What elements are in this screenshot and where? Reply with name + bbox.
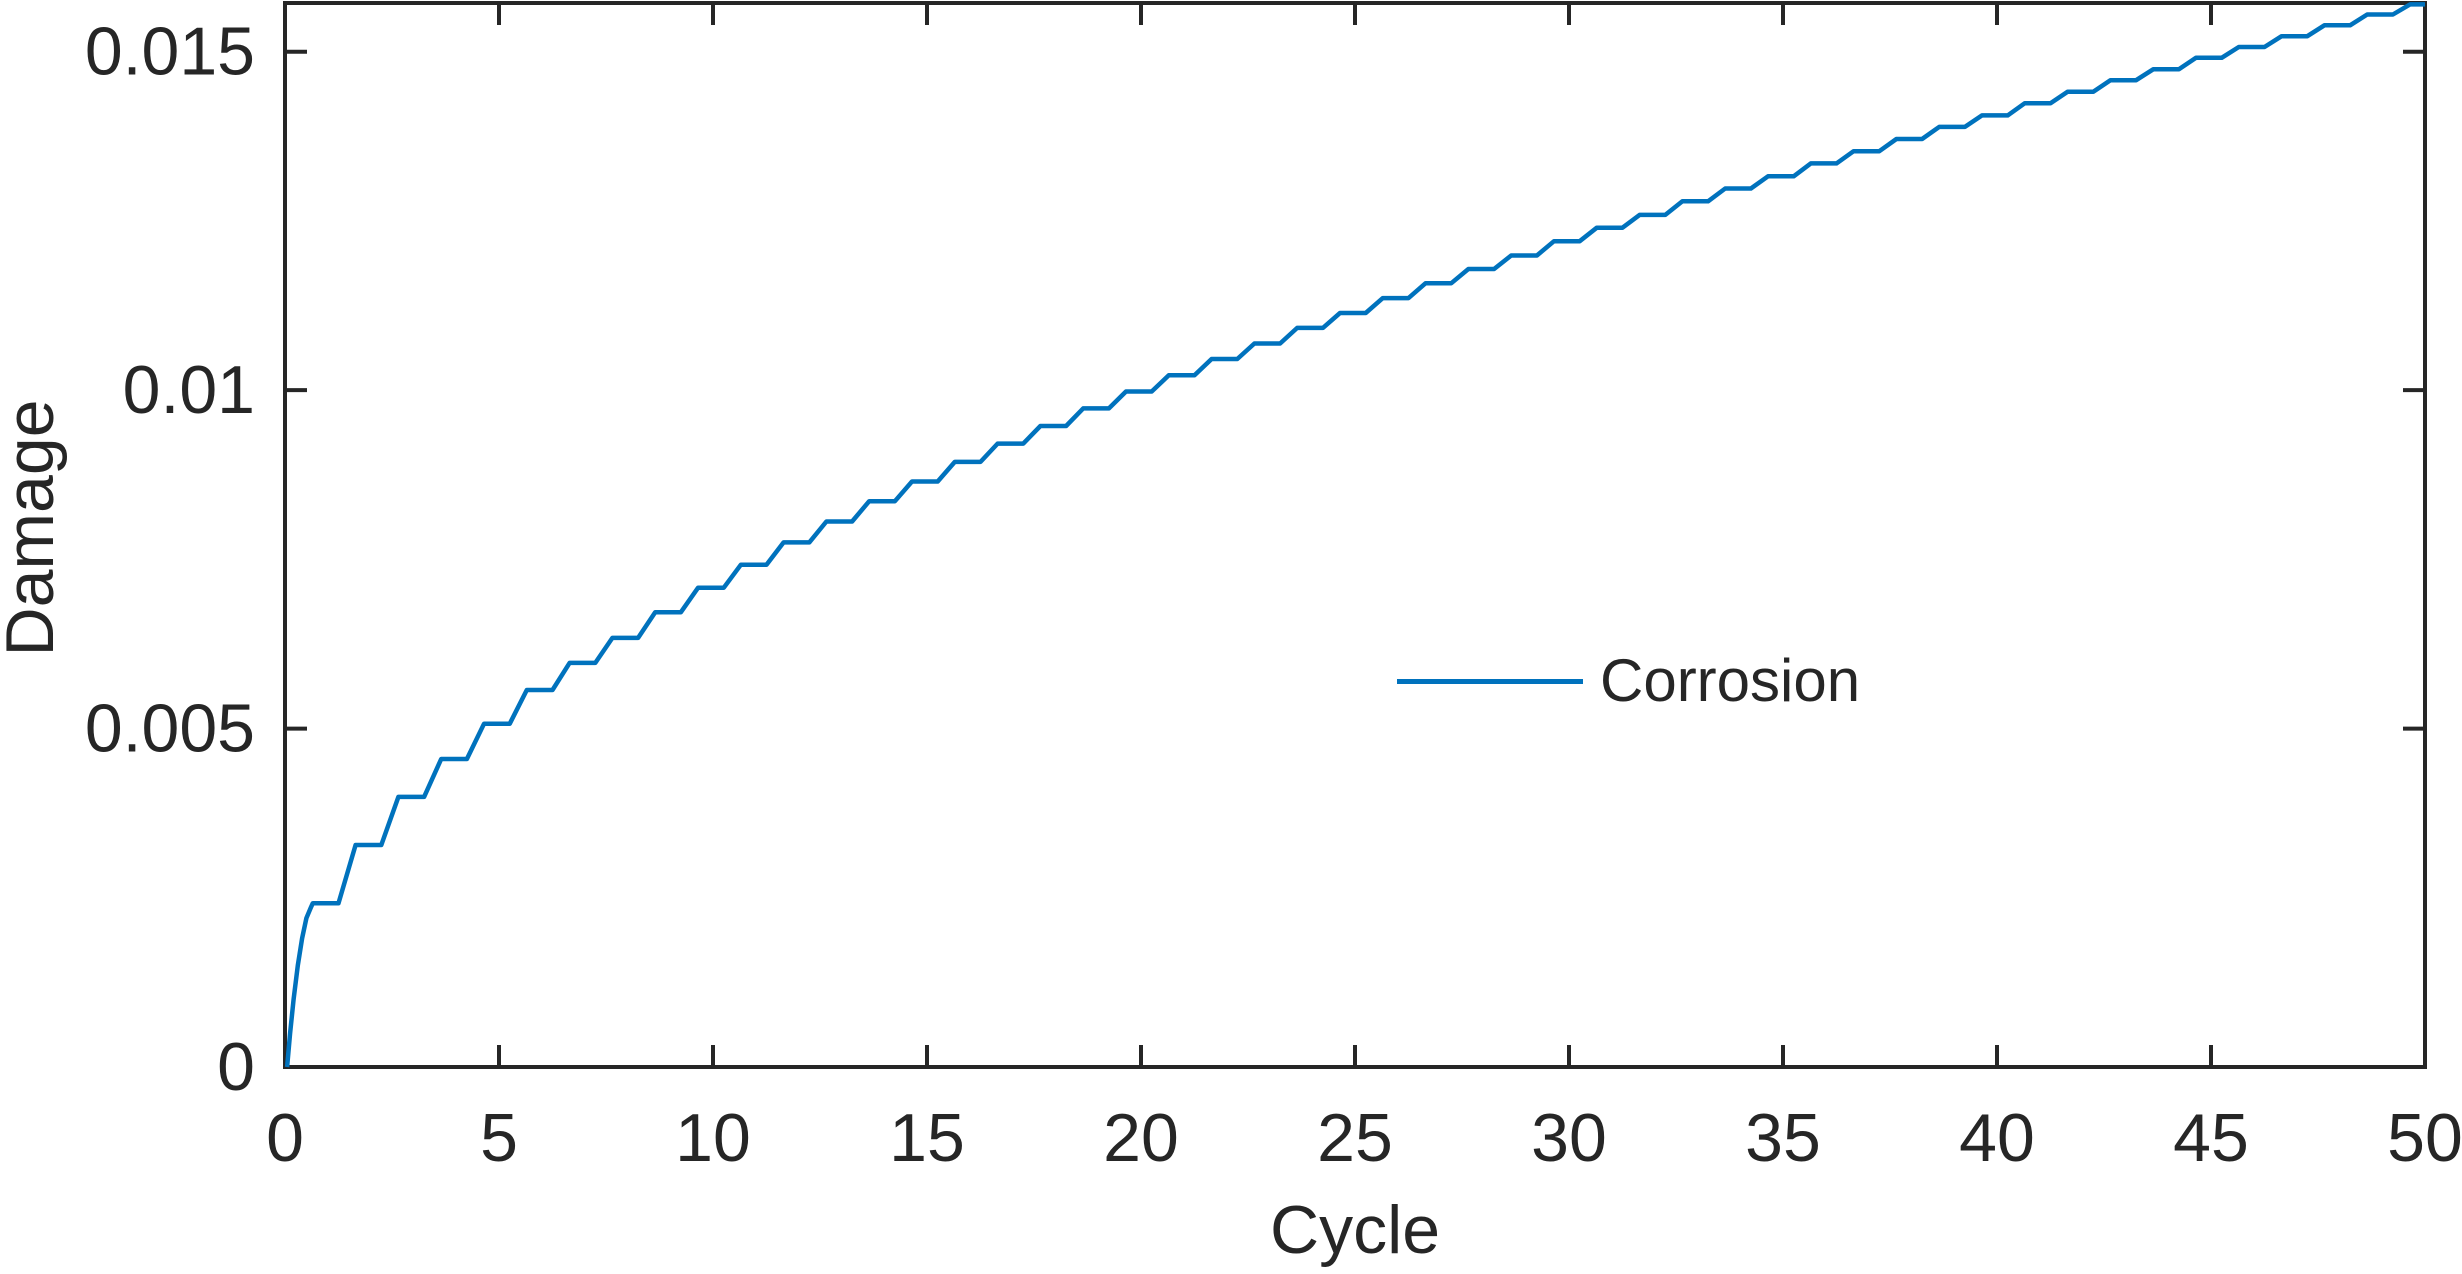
x-tick-label: 35 <box>1745 1100 1821 1176</box>
corrosion-line <box>284 2 2425 1068</box>
x-axis-label: Cycle <box>1269 1192 1441 1268</box>
x-tick-label: 50 <box>2387 1100 2462 1176</box>
x-tick-label: 25 <box>1317 1100 1393 1176</box>
x-tick-label: 30 <box>1531 1100 1607 1176</box>
legend-line-sample <box>1397 678 1583 684</box>
axis-tick-labels: 0 5 10 15 20 25 30 35 40 45 50 0 0.005 0.01 0.015 <box>85 14 2462 1176</box>
legend-entry-label: Corrosion <box>1600 647 1861 714</box>
y-tick-label: 0.01 <box>123 352 255 428</box>
x-tick-label: 0 <box>266 1100 304 1176</box>
x-tick-label: 5 <box>480 1100 518 1176</box>
x-tick-label: 10 <box>675 1100 751 1176</box>
axis-ticks <box>283 3 2427 1069</box>
y-tick-label: 0 <box>217 1029 255 1105</box>
x-tick-label: 15 <box>889 1100 965 1176</box>
y-axis-label: Damage <box>0 399 68 657</box>
y-tick-label: 0.005 <box>85 691 255 767</box>
x-tick-label: 20 <box>1103 1100 1179 1176</box>
x-tick-label: 40 <box>1959 1100 2035 1176</box>
y-tick-label: 0.015 <box>85 14 255 90</box>
axes-box <box>283 1 2427 1069</box>
legend: Corrosion <box>1397 651 1860 711</box>
x-tick-label: 45 <box>2173 1100 2249 1176</box>
